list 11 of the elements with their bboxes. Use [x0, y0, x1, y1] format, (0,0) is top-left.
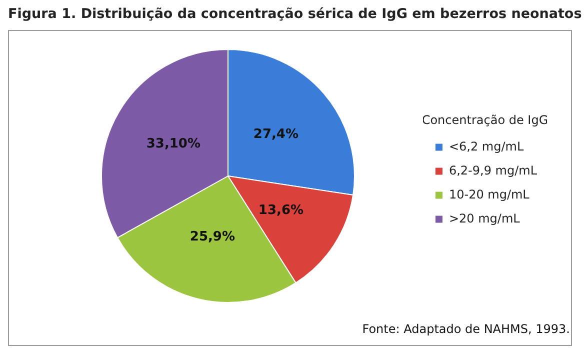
data-label: 27,4%	[253, 127, 299, 142]
legend-title: Concentração de IgG	[422, 112, 548, 127]
legend-label: <6,2 mg/mL	[448, 139, 524, 154]
data-label: 13,6%	[258, 202, 304, 218]
data-label: 25,9%	[190, 230, 235, 245]
chart-title: Figura 1. Distribuição da concentração sérica de IgG em bezerros neonatos	[8, 6, 582, 22]
legend-label: >20 mg/mL	[448, 211, 520, 226]
legend-label: 6,2-9,9 mg/mL	[448, 163, 538, 178]
legend-label: 10-20 mg/mL	[448, 187, 530, 202]
data-label: 33,10%	[146, 136, 201, 152]
source-note: Fonte: Adaptado de NAHMS, 1993.	[362, 322, 570, 336]
